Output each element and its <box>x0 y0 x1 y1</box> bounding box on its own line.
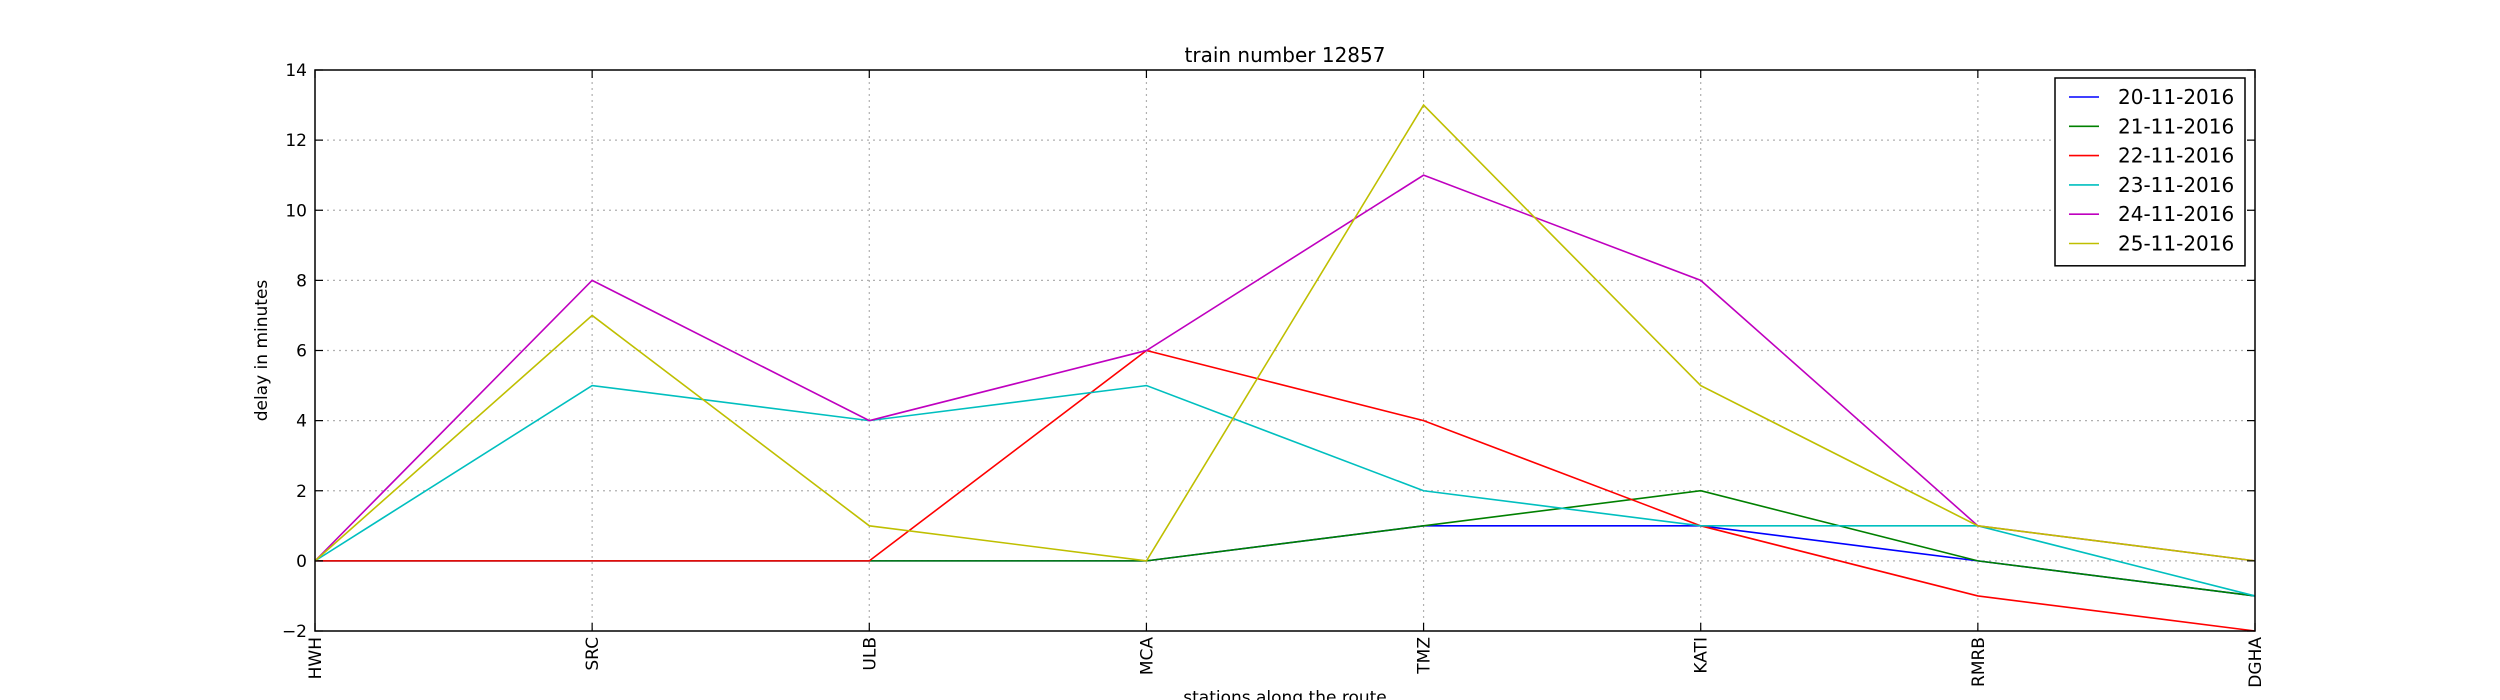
legend-label: 21-11-2016 <box>2118 114 2234 138</box>
legend-label: 24-11-2016 <box>2118 202 2234 226</box>
legend-label: 23-11-2016 <box>2118 173 2234 197</box>
y-axis-ticks: −2 0 2 4 6 8 10 12 14 <box>282 61 2255 642</box>
series-line-21-11-2016 <box>315 489 2256 597</box>
legend-label: 25-11-2016 <box>2118 232 2234 256</box>
x-tick-label: RMRB <box>1969 637 1989 687</box>
x-tick-label: SRC <box>583 637 603 671</box>
x-tick-label: DGHA <box>2246 637 2266 688</box>
legend-label: 22-11-2016 <box>2118 144 2234 168</box>
y-tick-label: 10 <box>285 201 307 221</box>
x-tick-label: TMZ <box>1415 637 1435 675</box>
grid-lines <box>315 70 2255 631</box>
legend-label: 20-11-2016 <box>2118 85 2234 109</box>
y-tick-label: −2 <box>282 622 307 642</box>
y-tick-label: 0 <box>296 552 307 572</box>
x-tick-label: MCA <box>1137 637 1157 676</box>
y-tick-label: 4 <box>296 412 307 432</box>
legend-box <box>2054 77 2246 267</box>
legend: 20-11-2016 21-11-2016 22-11-2016 23-11-2016… <box>2054 77 2246 267</box>
x-axis-title: stations along the route <box>1183 688 1387 700</box>
chart-title: train number 12857 <box>1185 43 1386 67</box>
y-axis-title: delay in minutes <box>252 280 272 422</box>
x-tick-label: KATI <box>1692 637 1712 674</box>
y-tick-label: 2 <box>296 482 307 502</box>
y-tick-label: 12 <box>285 131 307 151</box>
plot-area-frame <box>314 69 2256 632</box>
series-lines <box>314 103 2256 632</box>
y-tick-label: 6 <box>296 342 307 362</box>
x-tick-label: ULB <box>860 637 880 671</box>
series-line-22-11-2016 <box>315 349 2256 632</box>
x-axis-ticks: HWH SRC ULB MCA TMZ KATI RMRB DGHA <box>306 70 2266 688</box>
series-line-25-11-2016 <box>314 103 2256 562</box>
y-tick-label: 8 <box>296 271 307 291</box>
y-tick-label: 14 <box>285 61 307 81</box>
x-tick-label: HWH <box>306 637 326 679</box>
series-line-24-11-2016 <box>314 174 2256 562</box>
series-line-23-11-2016 <box>314 384 2256 597</box>
